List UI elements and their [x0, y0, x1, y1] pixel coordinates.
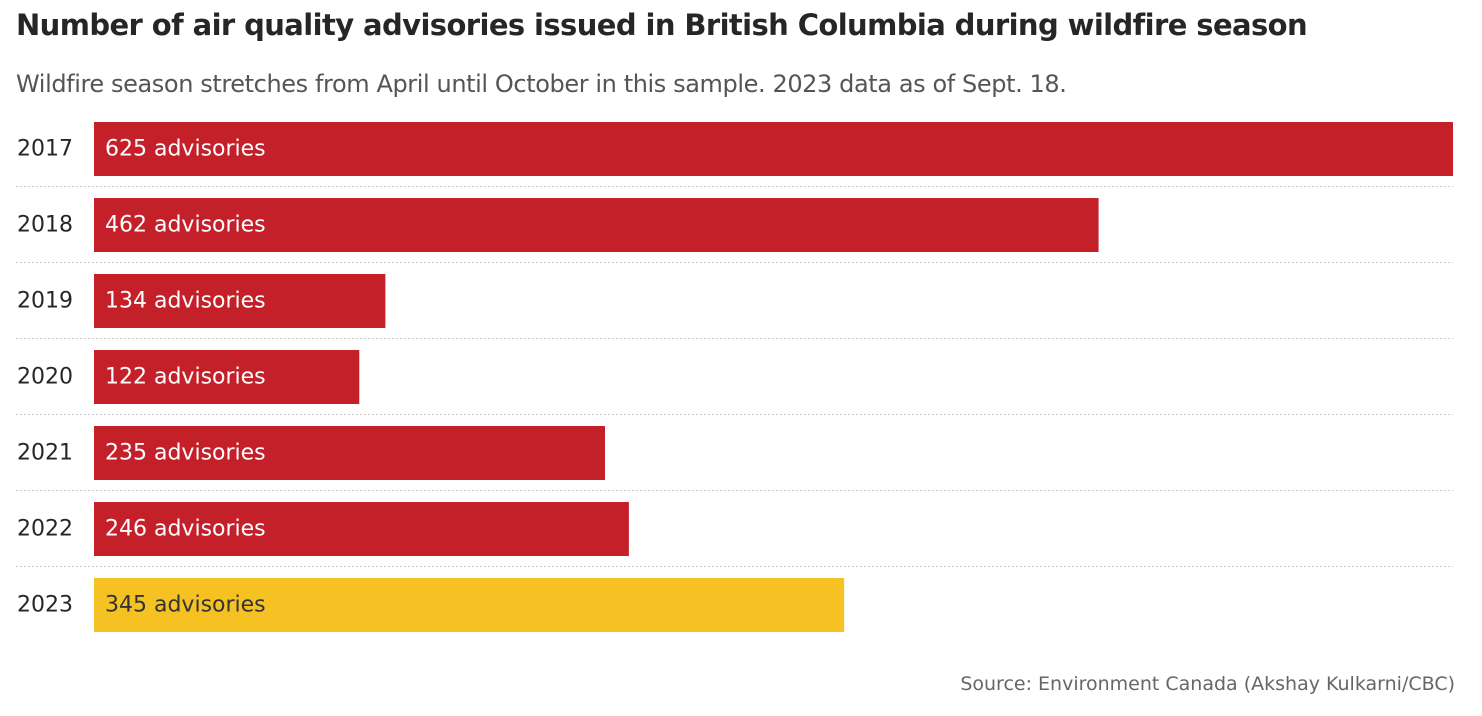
- bar-value-label: 246 advisories: [105, 517, 266, 542]
- bar: [94, 122, 1453, 176]
- year-label: 2017: [17, 137, 73, 162]
- bar-value-label: 625 advisories: [105, 137, 266, 162]
- source-note: Source: Environment Canada (Akshay Kulka…: [960, 673, 1455, 695]
- year-label: 2021: [17, 441, 73, 466]
- bar-value-label: 134 advisories: [105, 289, 266, 314]
- year-label: 2020: [17, 365, 73, 390]
- bar: [94, 198, 1099, 252]
- bar: [94, 426, 605, 480]
- year-label: 2018: [17, 213, 73, 238]
- bar: [94, 274, 386, 328]
- chart-subtitle: Wildfire season stretches from April unt…: [16, 70, 1067, 98]
- bar-value-label: 345 advisories: [105, 593, 266, 618]
- bar-value-label: 122 advisories: [105, 365, 266, 390]
- bar: [94, 502, 629, 556]
- chart-title: Number of air quality advisories issued …: [16, 8, 1308, 42]
- year-label: 2019: [17, 289, 73, 314]
- bar: [94, 578, 845, 632]
- year-label: 2022: [17, 517, 73, 542]
- bar-value-label: 235 advisories: [105, 441, 266, 466]
- bar-value-label: 462 advisories: [105, 213, 266, 238]
- year-label: 2023: [17, 593, 73, 618]
- bar: [94, 350, 360, 404]
